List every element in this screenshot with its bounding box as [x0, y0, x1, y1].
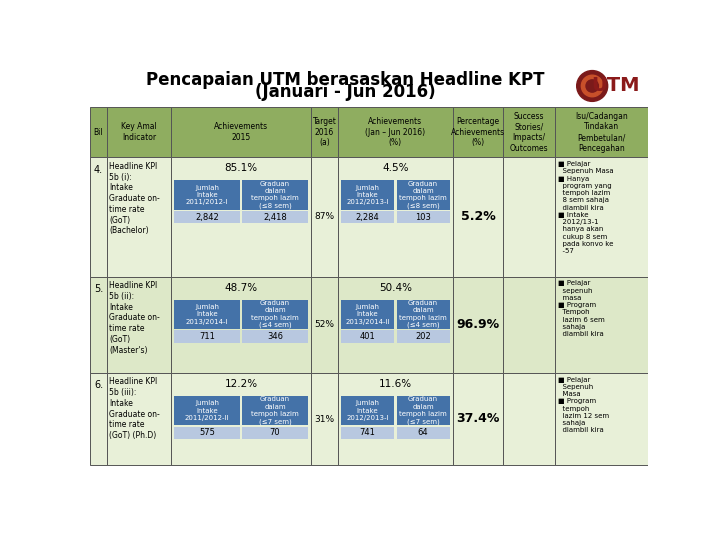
Text: ■ Pelajar
  Sepenuh
  Masa
■ Program
  tempoh
  lazim 12 sem
  sahaja
  diambil : ■ Pelajar Sepenuh Masa ■ Program tempoh …	[558, 377, 609, 434]
Text: 2,418: 2,418	[263, 213, 287, 222]
Text: 52%: 52%	[315, 320, 334, 329]
Text: Target
2016
(a): Target 2016 (a)	[312, 117, 336, 147]
Circle shape	[581, 75, 603, 97]
Text: Headline KPI
5b (i):
Intake
Graduate on-
time rate
(GoT)
(Bachelor): Headline KPI 5b (i): Intake Graduate on-…	[109, 162, 160, 235]
Bar	[397, 211, 449, 224]
Bar	[555, 107, 648, 157]
Text: 575: 575	[199, 428, 215, 437]
Bar	[341, 180, 394, 210]
Text: 2,284: 2,284	[356, 213, 379, 222]
Bar	[555, 157, 648, 276]
Bar	[90, 157, 107, 276]
Text: 87%: 87%	[315, 212, 335, 221]
Text: Headline KPI
5b (iii):
Intake
Graduate on-
time rate
(GoT) (Ph.D): Headline KPI 5b (iii): Intake Graduate o…	[109, 377, 160, 440]
Bar	[174, 427, 240, 439]
Bar	[338, 373, 453, 465]
Text: Graduan
dalam
tempoh lazim
(≤8 sem): Graduan dalam tempoh lazim (≤8 sem)	[251, 181, 299, 209]
Bar	[397, 300, 449, 329]
Bar	[453, 157, 503, 276]
Bar	[397, 396, 449, 425]
Circle shape	[577, 71, 608, 102]
Bar	[171, 276, 311, 373]
Text: Graduan
dalam
tempoh lazim
(≤8 sem): Graduan dalam tempoh lazim (≤8 sem)	[399, 181, 447, 209]
Bar	[453, 107, 503, 157]
Bar	[171, 373, 311, 465]
Bar	[503, 373, 555, 465]
Text: 4.: 4.	[94, 165, 103, 175]
Bar	[503, 107, 555, 157]
Text: Jumlah
Intake
2012/2013-I: Jumlah Intake 2012/2013-I	[346, 400, 389, 421]
Bar	[243, 180, 307, 210]
Bar	[453, 276, 503, 373]
Bar	[174, 396, 240, 425]
Bar	[503, 276, 555, 373]
Text: Graduan
dalam
tempoh lazim
(≤7 sem): Graduan dalam tempoh lazim (≤7 sem)	[251, 396, 299, 424]
Bar	[90, 276, 107, 373]
Bar	[90, 65, 648, 107]
Bar	[243, 427, 307, 439]
Bar	[107, 276, 171, 373]
Bar	[338, 157, 453, 276]
Text: 2,842: 2,842	[195, 213, 219, 222]
Bar	[338, 276, 453, 373]
Text: Graduan
dalam
tempoh lazim
(≤4 sem): Graduan dalam tempoh lazim (≤4 sem)	[251, 300, 299, 328]
Bar	[90, 107, 107, 157]
Bar	[453, 373, 503, 465]
Text: ■ Pelajar
  Sepenuh Masa
■ Hanya
  program yang
  tempoh lazim
  8 sem sahaja
  : ■ Pelajar Sepenuh Masa ■ Hanya program y…	[558, 161, 613, 254]
Bar	[311, 373, 338, 465]
Bar	[338, 107, 453, 157]
Text: Graduan
dalam
tempoh lazim
(≤7 sem): Graduan dalam tempoh lazim (≤7 sem)	[399, 396, 447, 424]
Bar	[107, 373, 171, 465]
Text: Success
Stories/
Impacts/
Outcomes: Success Stories/ Impacts/ Outcomes	[510, 112, 549, 153]
Text: Jumlah
Intake
2013/2014-I: Jumlah Intake 2013/2014-I	[186, 304, 228, 325]
Bar	[397, 427, 449, 439]
Bar	[397, 330, 449, 343]
Bar	[341, 427, 394, 439]
Text: Jumlah
Intake
2013/2014-II: Jumlah Intake 2013/2014-II	[346, 304, 390, 325]
Text: 64: 64	[418, 428, 428, 437]
Text: 50.4%: 50.4%	[379, 283, 412, 293]
Text: (Januari - Jun 2016): (Januari - Jun 2016)	[256, 83, 436, 101]
Text: ■ Pelajar
  sepenuh
  masa
■ Program
  Tempoh
  lazim 6 sem
  sahaja
  diambil k: ■ Pelajar sepenuh masa ■ Program Tempoh …	[558, 280, 605, 337]
Text: 12.2%: 12.2%	[225, 379, 258, 389]
Text: Achievements
(Jan – Jun 2016)
(%): Achievements (Jan – Jun 2016) (%)	[365, 117, 426, 147]
Bar	[171, 157, 311, 276]
Text: Percentage
Achievements
(%): Percentage Achievements (%)	[451, 117, 505, 147]
Text: 96.9%: 96.9%	[456, 318, 500, 331]
Text: 103: 103	[415, 213, 431, 222]
Text: Bil: Bil	[94, 127, 104, 137]
Bar	[503, 157, 555, 276]
Text: UTM: UTM	[591, 77, 639, 96]
Bar	[243, 300, 307, 329]
Bar	[243, 211, 307, 224]
Text: 48.7%: 48.7%	[225, 283, 258, 293]
Bar	[243, 396, 307, 425]
Text: Jumlah
Intake
2011/2012-II: Jumlah Intake 2011/2012-II	[185, 400, 230, 421]
Bar	[341, 330, 394, 343]
Bar	[311, 107, 338, 157]
Bar	[107, 157, 171, 276]
Text: 346: 346	[267, 332, 283, 341]
Text: Isu/Cadangan
Tindakan
Pembetulan/
Pencegahan: Isu/Cadangan Tindakan Pembetulan/ Penceg…	[575, 112, 628, 153]
Text: 6.: 6.	[94, 381, 103, 390]
Bar	[174, 330, 240, 343]
Bar	[311, 157, 338, 276]
Text: 70: 70	[270, 428, 280, 437]
Text: Pencapaian UTM berasaskan Headline KPT: Pencapaian UTM berasaskan Headline KPT	[146, 71, 545, 89]
Text: 5.: 5.	[94, 284, 103, 294]
Text: 741: 741	[360, 428, 376, 437]
Bar	[555, 373, 648, 465]
Bar	[174, 211, 240, 224]
Text: 11.6%: 11.6%	[379, 379, 412, 389]
Text: 401: 401	[360, 332, 376, 341]
Text: 202: 202	[415, 332, 431, 341]
Bar	[341, 300, 394, 329]
Bar	[171, 107, 311, 157]
Bar	[341, 211, 394, 224]
Bar	[397, 180, 449, 210]
Bar	[341, 396, 394, 425]
Text: 85.1%: 85.1%	[225, 164, 258, 173]
Bar	[311, 276, 338, 373]
Text: 31%: 31%	[315, 415, 335, 423]
Bar	[174, 180, 240, 210]
